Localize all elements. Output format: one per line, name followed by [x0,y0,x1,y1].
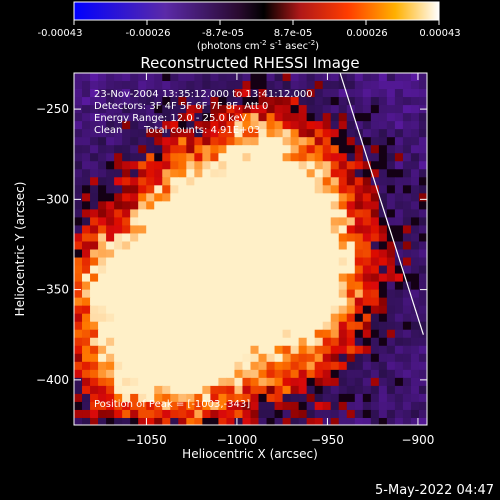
x-axis-label: Heliocentric X (arcsec) [182,447,318,461]
y-axis-label: Heliocentric Y (arcsec) [13,182,27,317]
y-tick-label: −250 [36,102,69,116]
colorbar-tick-label: -0.00026 [126,28,171,39]
x-tick-label: −1000 [217,433,258,447]
solar-limb-line [339,73,424,335]
x-tick-label: −1050 [126,433,167,447]
annotation-total-counts: Total counts: 4.91E+03 [143,125,260,136]
y-tick-label: −300 [36,192,69,206]
x-tick-label: −900 [401,433,434,447]
plot-area: −1050 −1000 −950 −900 −250 −300 −350 −400 [36,72,434,447]
x-tick-label: −950 [311,433,344,447]
heatmap-image [74,73,427,425]
annotation-energy: Energy Range: 12.0 - 25.0 keV [94,113,247,124]
colorbar: -0.00043 -0.00026 -8.7e-05 8.7e-05 0.000… [38,1,461,52]
annotation-method: Clean [94,125,122,136]
colorbar-tick-label: -8.7e-05 [202,28,244,39]
colorbar-tick-label: 8.7e-05 [274,28,312,39]
y-tick-label: −350 [36,283,69,297]
colorbar-unit-label: (photons cm-2 s-1 asec-2) [197,39,319,52]
annotation-peak-position: Position of Peak = [-1003,-343] [94,399,250,410]
footer-date: 5-May-2022 04:47 [375,483,494,498]
plot-frame [73,72,428,426]
colorbar-tick-label: -0.00043 [38,28,83,39]
colorbar-gradient [73,1,440,21]
annotation-detectors: Detectors: 3F 4F 5F 6F 7F 8F, Att 0 [94,101,268,112]
annotation-block: 23-Nov-2004 13:35:12.000 to 13:41:12.000… [94,89,313,410]
chart-title: Reconstructed RHESSI Image [140,54,359,72]
y-tick-label: −400 [36,373,69,387]
colorbar-tick-label: 0.00026 [346,28,387,39]
colorbar-tick-label: 0.00043 [419,28,460,39]
annotation-time-range: 23-Nov-2004 13:35:12.000 to 13:41:12.000 [94,89,313,100]
